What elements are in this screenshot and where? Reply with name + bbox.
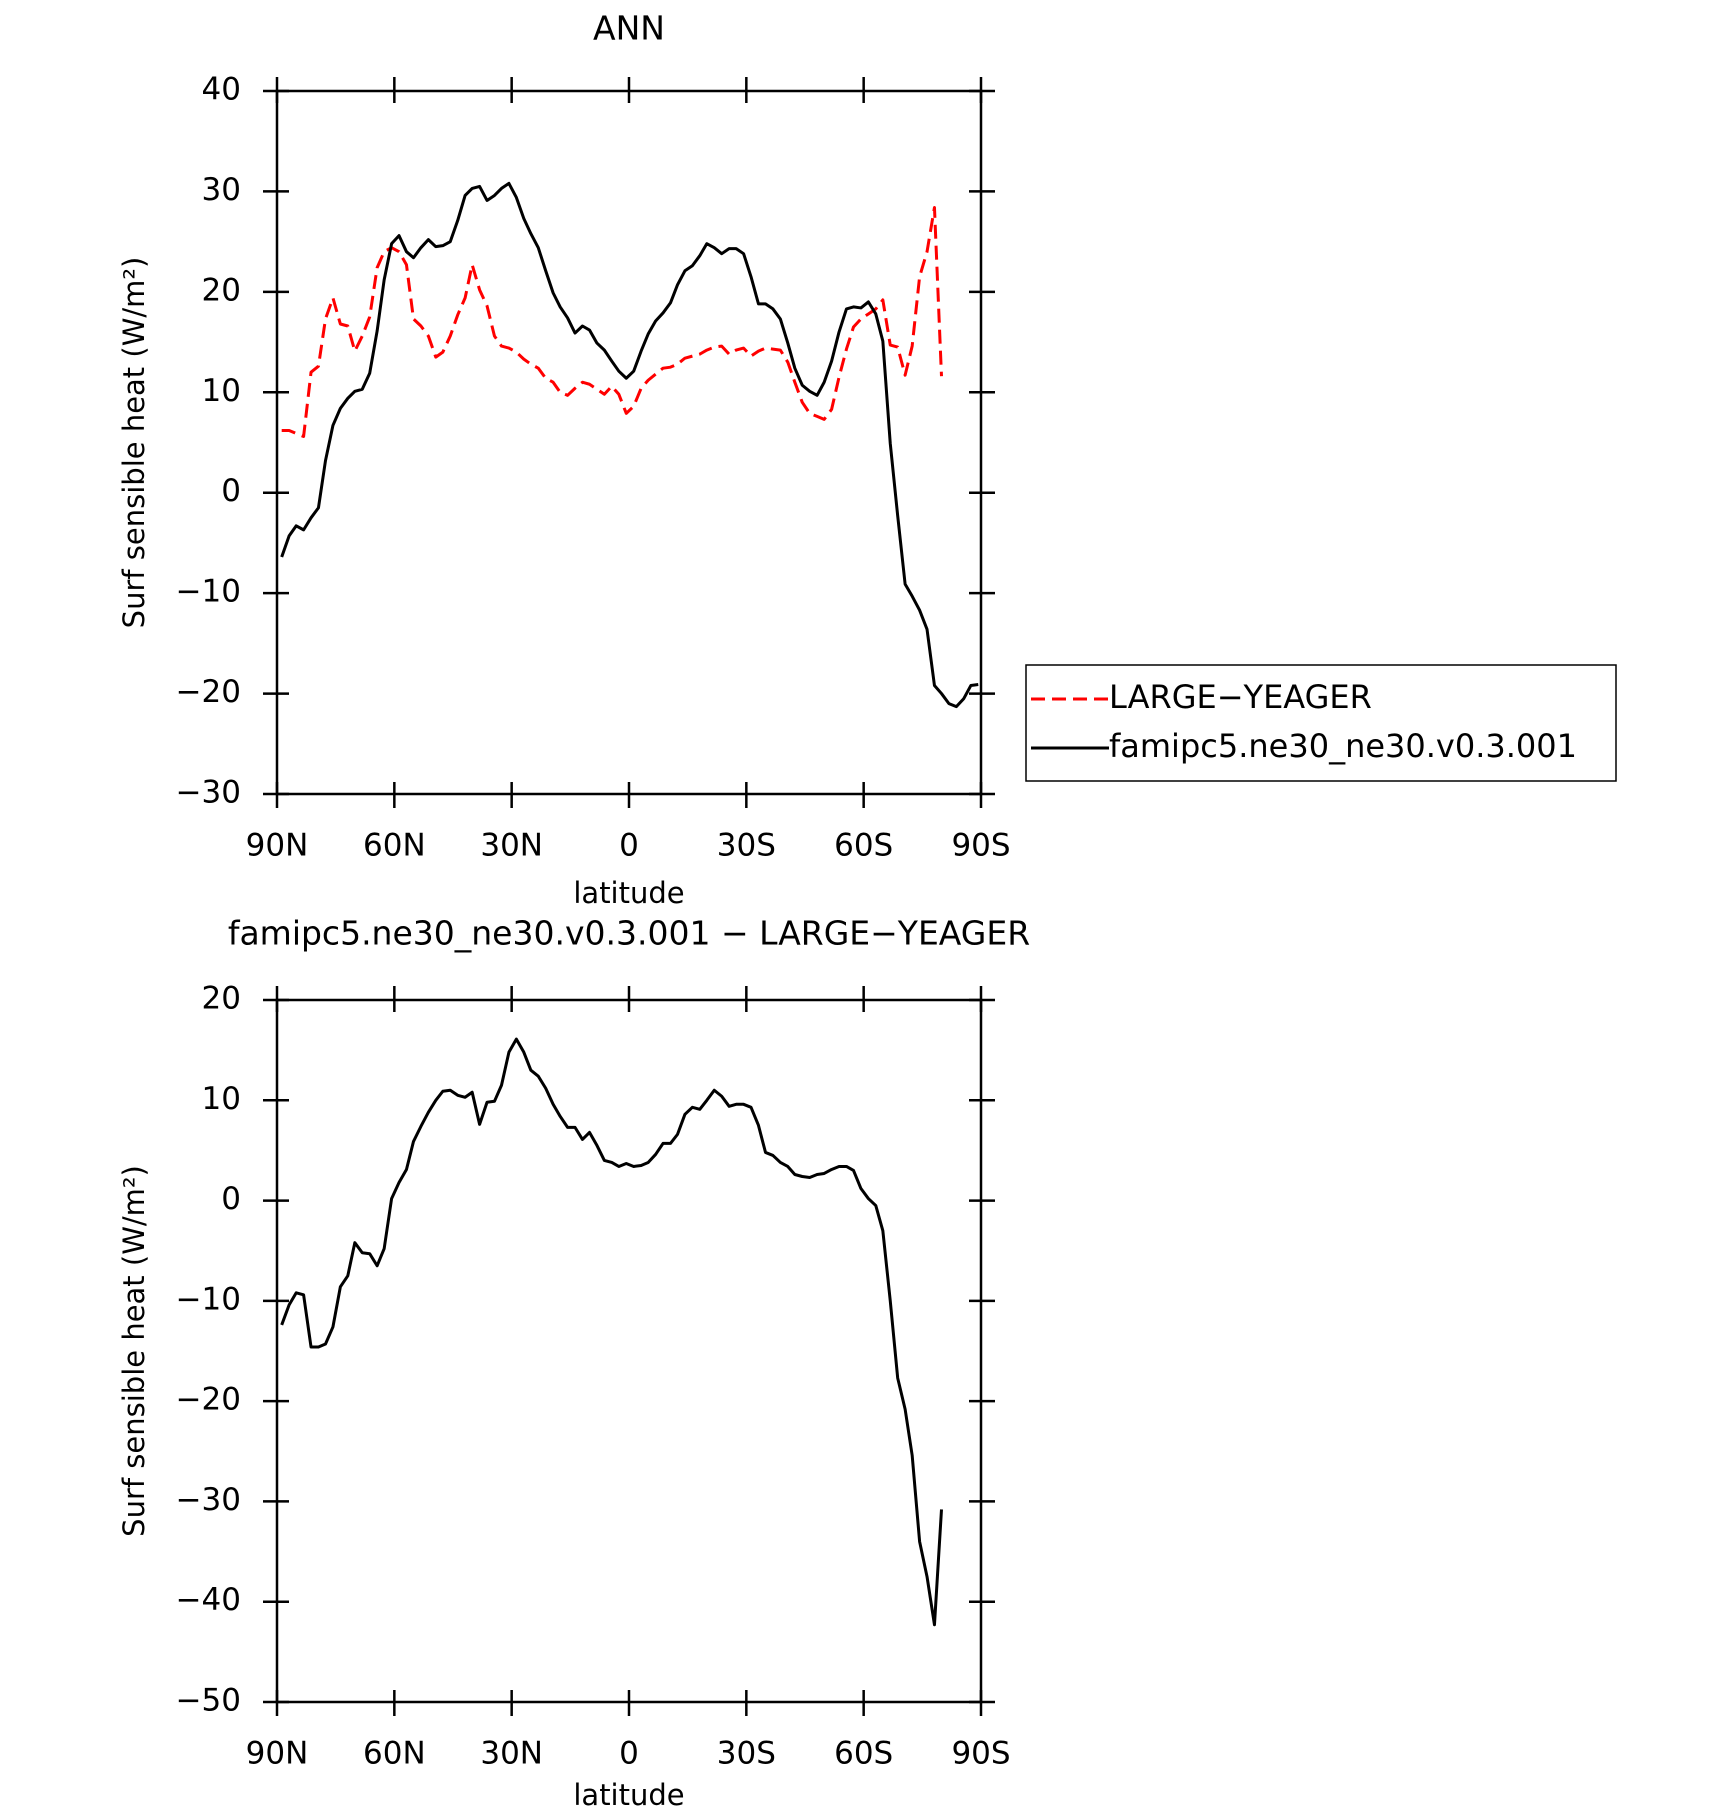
y-tick-label: −50 bbox=[176, 1683, 241, 1719]
y-tick-label: 0 bbox=[221, 473, 241, 509]
x-tick-label: 90S bbox=[951, 1736, 1010, 1772]
plot-frame bbox=[275, 89, 983, 796]
y-tick-label: −10 bbox=[176, 574, 241, 610]
legend-box bbox=[1025, 664, 1617, 782]
x-tick-label: 60N bbox=[363, 828, 426, 864]
y-tick-label: 10 bbox=[202, 373, 241, 409]
chart-title: ANN bbox=[593, 9, 665, 48]
y-tick-label: 20 bbox=[202, 981, 241, 1017]
y-tick-label: −20 bbox=[176, 1382, 241, 1418]
x-tick-label: 90N bbox=[246, 828, 309, 864]
y-tick-label: −40 bbox=[176, 1582, 241, 1618]
x-axis-label: latitude bbox=[573, 1778, 684, 1811]
y-axis-label: Surf sensible heat (W/m²) bbox=[117, 1165, 151, 1537]
y-tick-label: 20 bbox=[202, 272, 241, 308]
legend-label: LARGE−YEAGER bbox=[1109, 678, 1372, 716]
x-tick-label: 90S bbox=[951, 828, 1010, 864]
y-tick-label: 40 bbox=[202, 72, 241, 108]
y-tick-label: −20 bbox=[176, 674, 241, 710]
legend-label: famipc5.ne30_ne30.v0.3.001 bbox=[1109, 727, 1577, 765]
x-tick-label: 30S bbox=[717, 828, 776, 864]
x-tick-label: 30N bbox=[480, 828, 543, 864]
y-axis-label: Surf sensible heat (W/m²) bbox=[117, 257, 151, 629]
x-tick-label: 60S bbox=[834, 1736, 893, 1772]
x-tick-label: 30S bbox=[717, 1736, 776, 1772]
y-tick-label: −30 bbox=[176, 1482, 241, 1518]
y-tick-label: 30 bbox=[202, 172, 241, 208]
chart-title: famipc5.ne30_ne30.v0.3.001 − LARGE−YEAGE… bbox=[228, 914, 1030, 953]
y-tick-label: 10 bbox=[202, 1081, 241, 1117]
plot-frame bbox=[275, 998, 983, 1704]
y-tick-label: −10 bbox=[176, 1281, 241, 1317]
x-tick-label: 90N bbox=[246, 1736, 309, 1772]
y-tick-label: 0 bbox=[221, 1181, 241, 1217]
x-axis-label: latitude bbox=[573, 876, 684, 910]
x-tick-label: 0 bbox=[619, 828, 639, 864]
x-tick-label: 60N bbox=[363, 1736, 426, 1772]
x-tick-label: 30N bbox=[480, 1736, 543, 1772]
series-line bbox=[280, 1037, 943, 1627]
series-line bbox=[280, 181, 979, 709]
x-tick-label: 0 bbox=[619, 1736, 639, 1772]
y-tick-label: −30 bbox=[176, 775, 241, 811]
x-tick-label: 60S bbox=[834, 828, 893, 864]
